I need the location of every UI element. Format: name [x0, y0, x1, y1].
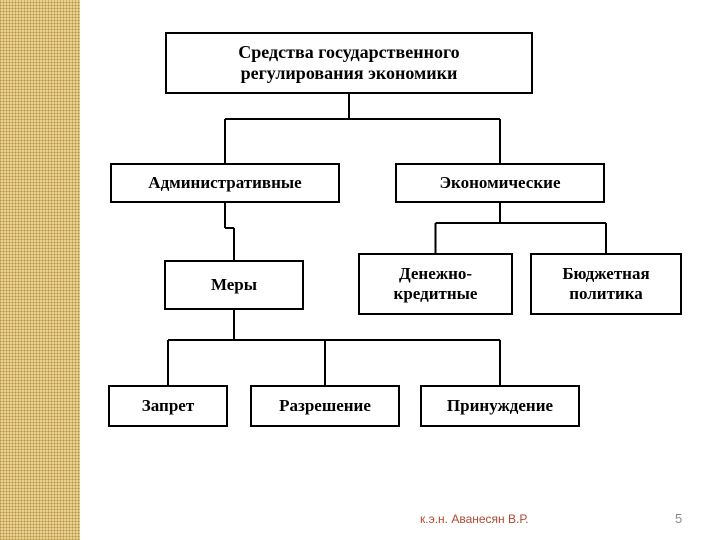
diagram-node-force: Принуждение [420, 385, 580, 427]
slide-page: Средства государственного регулирования … [0, 0, 720, 540]
footer-page-number: 5 [675, 511, 682, 526]
diagram-node-allow: Разрешение [250, 385, 400, 427]
decorative-side-pattern [0, 0, 80, 540]
diagram-node-admin: Административные [110, 163, 340, 203]
diagram-node-mery: Меры [164, 260, 304, 310]
diagram-node-root: Средства государственного регулирования … [165, 32, 533, 94]
diagram-node-money: Денежно- кредитные [358, 253, 513, 315]
footer-author: к.э.н. Аванесян В.Р. [420, 512, 528, 526]
diagram-node-ban: Запрет [108, 385, 228, 427]
diagram-node-econ: Экономические [395, 163, 605, 203]
diagram-node-budget: Бюджетная политика [530, 253, 682, 315]
